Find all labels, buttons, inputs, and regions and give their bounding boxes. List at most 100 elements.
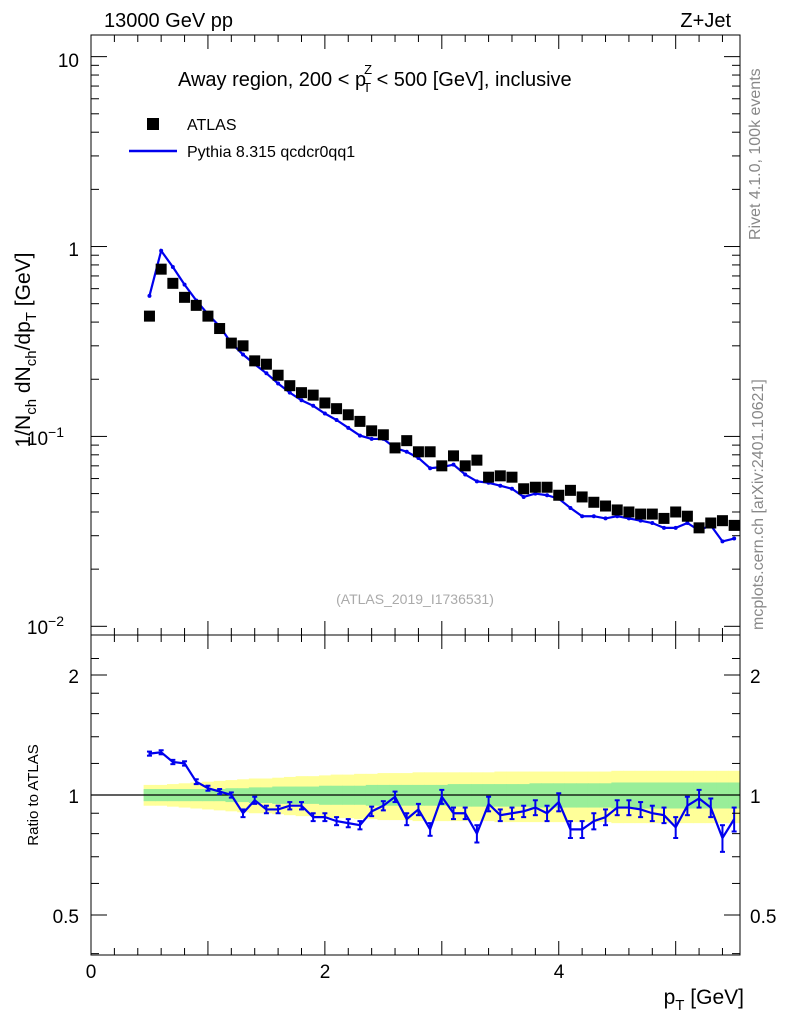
data-point (167, 277, 179, 289)
data-point (412, 446, 424, 458)
data-point (436, 460, 448, 472)
ratio-ytick-1-left: 1 (68, 787, 79, 808)
data-point (728, 519, 740, 531)
mc-point (264, 371, 269, 376)
data-point (576, 491, 588, 503)
mc-point (404, 449, 409, 454)
mc-point (673, 525, 678, 530)
mc-point (498, 483, 503, 488)
data-point (611, 504, 623, 516)
data-point (307, 389, 319, 401)
mc-point (474, 479, 479, 484)
data-point (494, 470, 506, 482)
data-point (635, 508, 647, 520)
data-point (681, 510, 693, 522)
data-point (237, 340, 249, 352)
mc-point (170, 265, 175, 270)
mc-series (147, 248, 737, 544)
data-point (155, 263, 167, 275)
data-point (249, 355, 261, 367)
ytick-label-1: 1 (68, 240, 79, 261)
plot-title: Away region, 200 < pZ T < 500 [GeV], incl… (178, 62, 572, 95)
data-point (260, 358, 272, 370)
ratio-ytick-0.5-right: 0.5 (750, 907, 776, 928)
mc-point (650, 520, 655, 525)
data-point (518, 483, 530, 495)
mc-point (732, 536, 737, 541)
data-point (284, 380, 296, 392)
xtick-label-4: 4 (554, 962, 565, 983)
ratio-ytick-0.5-left: 0.5 (53, 907, 79, 928)
data-point (564, 484, 576, 496)
header-left: 13000 GeV pp (104, 10, 233, 32)
mc-point (334, 418, 339, 423)
data-point (342, 409, 354, 421)
mc-point (241, 352, 246, 357)
ratio-ytick-2-right: 2 (750, 667, 761, 688)
mc-point (661, 525, 666, 530)
x-axis-title: pT [GeV] (664, 986, 744, 1014)
ratio-axis-ticks (90, 635, 740, 955)
data-point (272, 369, 284, 381)
data-point (705, 517, 717, 529)
mc-point (182, 282, 187, 287)
data-point (448, 450, 460, 462)
data-point (424, 446, 436, 458)
mc-point (287, 390, 292, 395)
mc-point (685, 520, 690, 525)
data-point (214, 323, 226, 335)
legend-data-marker (147, 118, 159, 130)
xtick-label-2: 2 (320, 962, 331, 983)
mc-point (311, 403, 316, 408)
data-point (202, 310, 214, 322)
header-right: Z+Jet (680, 10, 731, 32)
data-point (623, 506, 635, 518)
data-point (471, 454, 483, 466)
mc-point (159, 248, 164, 253)
mc-point (591, 514, 596, 519)
data-point (190, 299, 202, 311)
data-point (529, 481, 541, 493)
data-point (354, 415, 366, 427)
data-point (670, 506, 682, 518)
ytick-label-0.01: 10−2 (27, 613, 64, 639)
main-panel: 10 1 10−1 10−2 1/Nch dNch/dpT [GeV] Away… (12, 34, 741, 639)
data-point (541, 481, 553, 493)
mc-point (463, 472, 468, 477)
mc-point (369, 436, 374, 441)
ytick-label-10: 10 (58, 51, 79, 72)
analysis-watermark: (ATLAS_2019_I1736531) (336, 591, 494, 607)
data-point (553, 489, 565, 501)
mc-point (720, 539, 725, 544)
xtick-label-0: 0 (86, 962, 97, 983)
mc-point (603, 516, 608, 521)
data-point (225, 337, 237, 349)
rivet-label: Rivet 4.1.0, 100k events (747, 68, 764, 240)
ratio-mc-series (146, 749, 737, 853)
mc-point (299, 398, 304, 403)
mc-point (568, 505, 573, 510)
mc-point (276, 381, 281, 386)
mc-line (148, 248, 735, 543)
data-point (658, 512, 670, 524)
data-point (401, 435, 413, 447)
ytick-label-0.1: 10−1 (27, 424, 64, 450)
main-y-tick-labels: 10 1 10−1 10−2 (27, 51, 79, 639)
data-series (143, 263, 740, 534)
main-axis-ticks (90, 35, 740, 635)
ratio-ylabel: Ratio to ATLAS (25, 744, 42, 845)
ratio-panel: 2 1 0.5 2 1 0.5 Ratio to ATLAS 0 2 4 pT … (25, 634, 776, 1014)
data-point (366, 425, 378, 437)
mc-point (322, 411, 327, 416)
mc-point (509, 486, 514, 491)
data-point (331, 403, 343, 415)
data-point (588, 496, 600, 508)
main-ylabel: 1/Nch dNch/dpT [GeV] (12, 253, 40, 448)
data-point (179, 291, 191, 303)
legend: ATLAS Pythia 8.315 qcdcr0qq1 (129, 117, 355, 161)
data-point (716, 515, 728, 527)
mc-point (357, 433, 362, 438)
mc-point (638, 518, 643, 523)
data-point (600, 500, 612, 512)
